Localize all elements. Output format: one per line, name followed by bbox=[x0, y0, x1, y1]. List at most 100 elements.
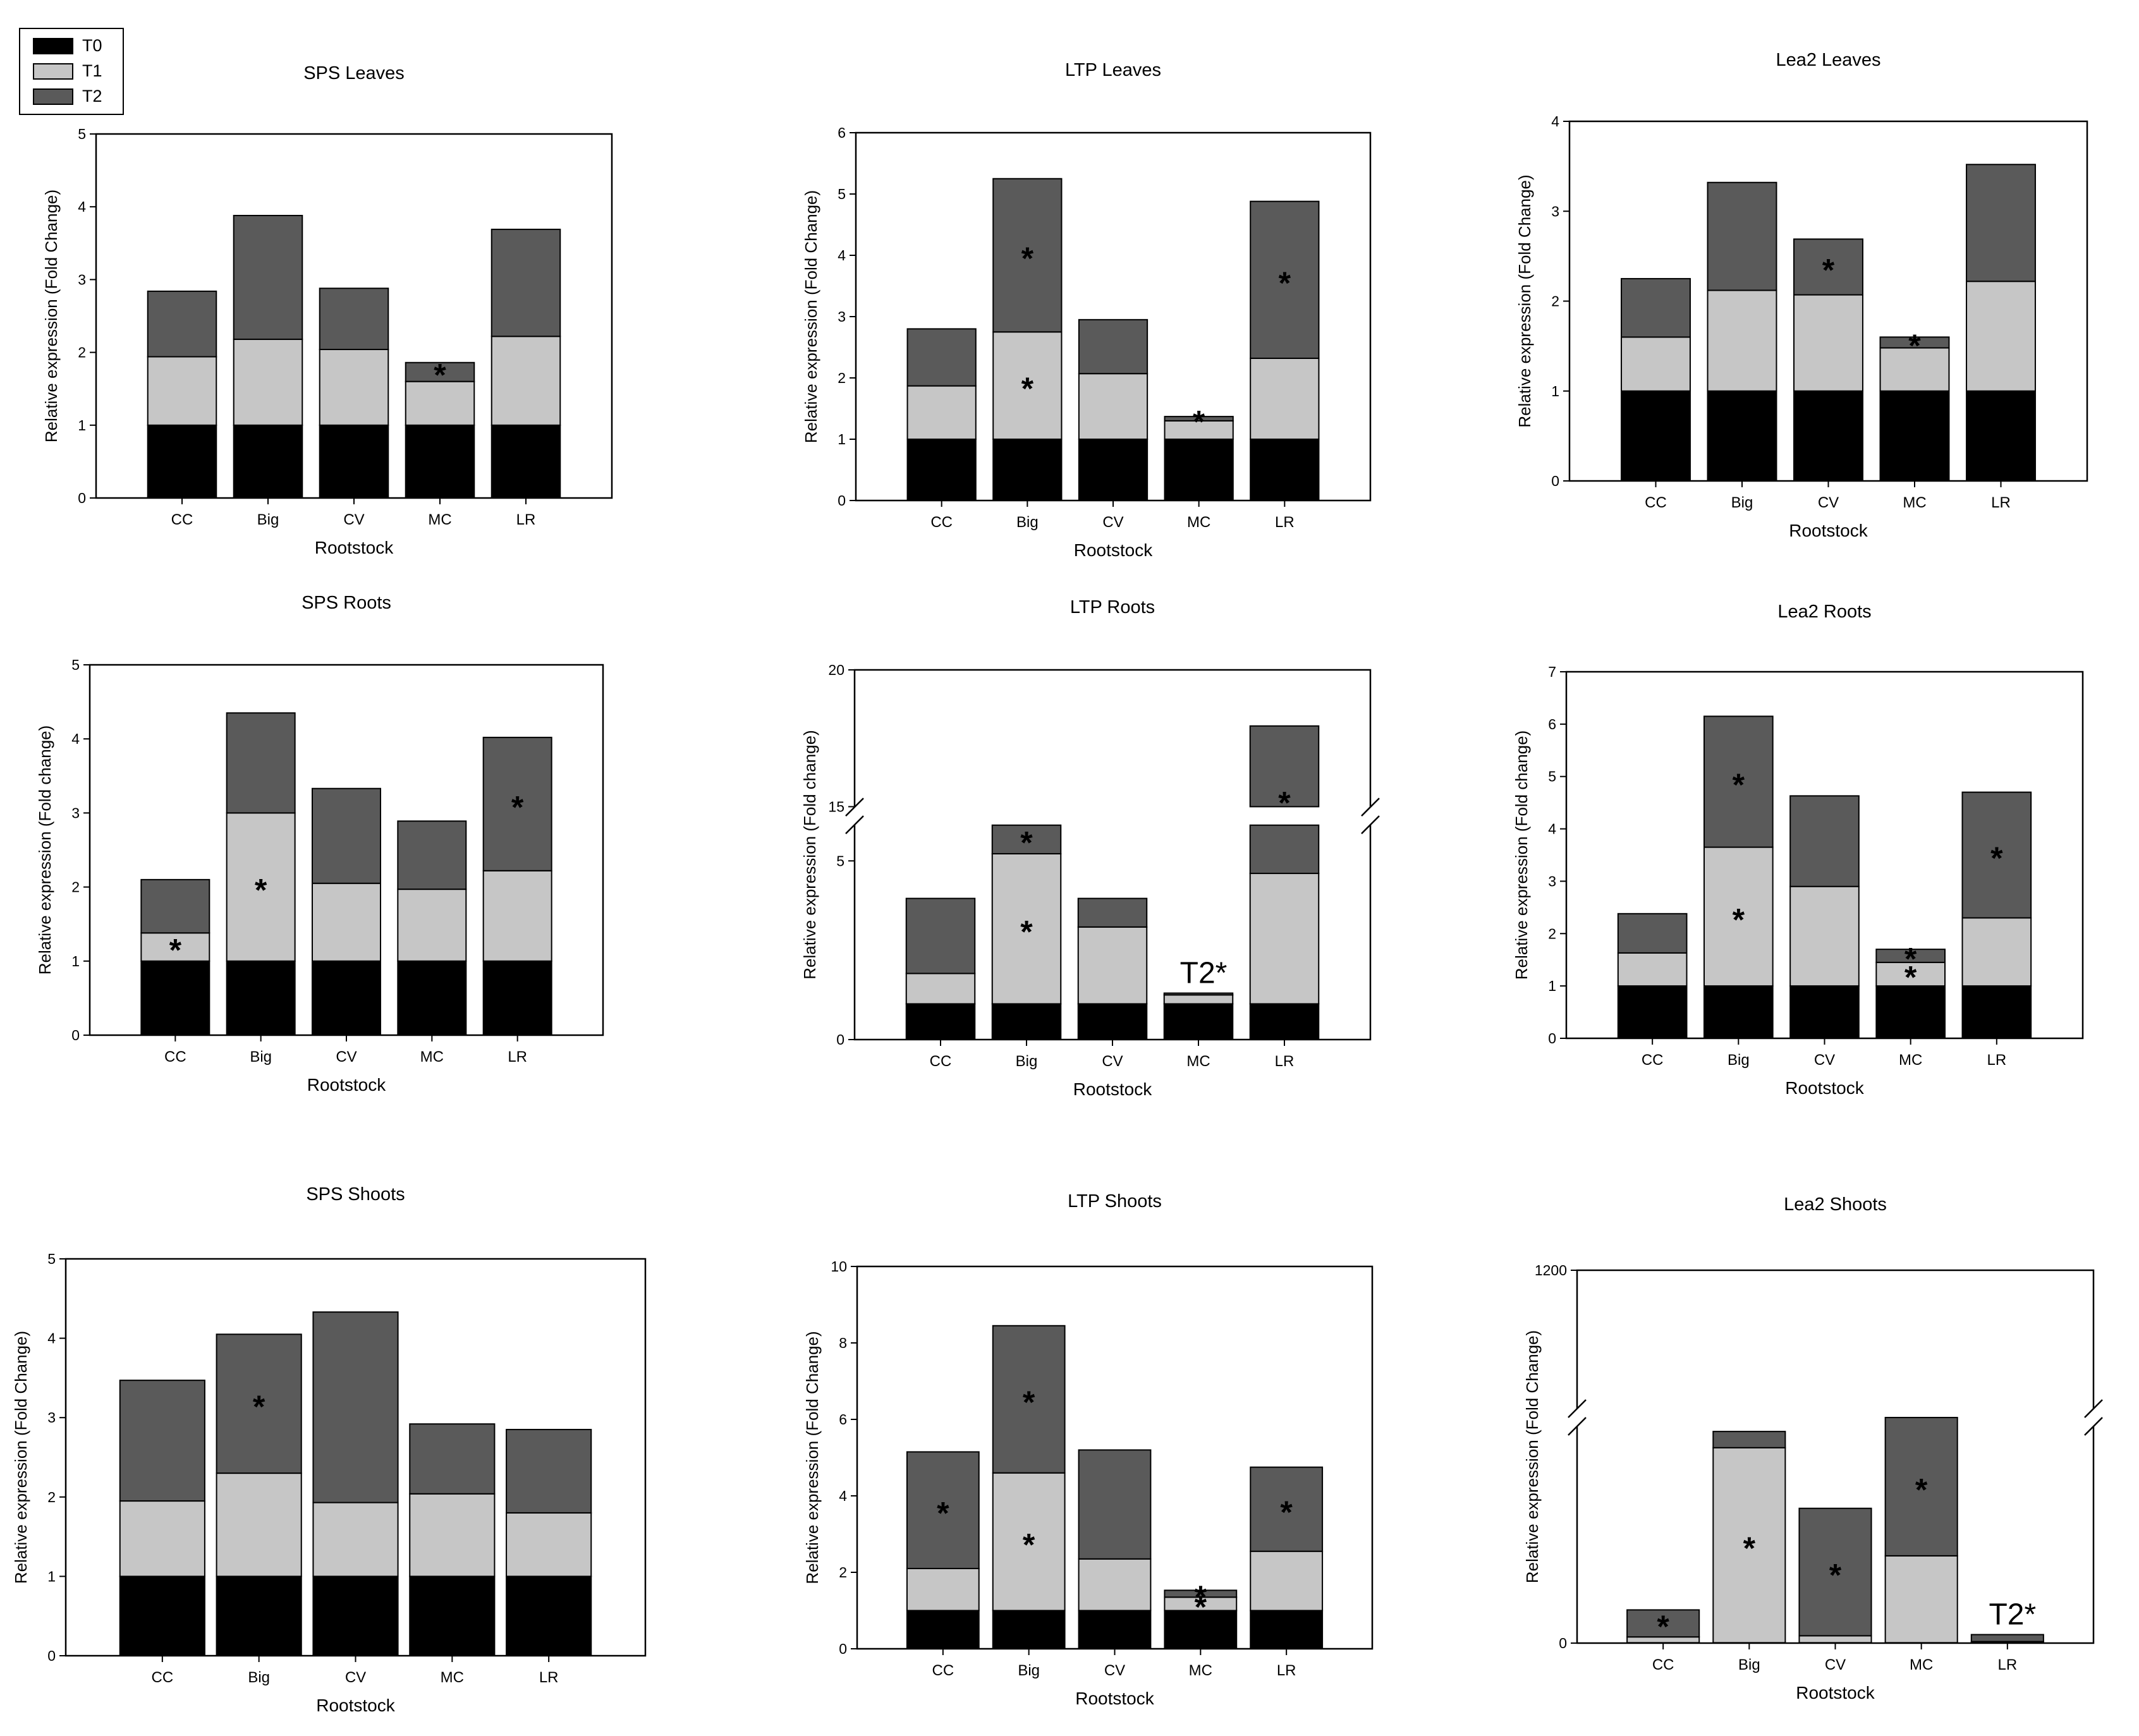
chart-5-bar-lr-t2-upper bbox=[1249, 725, 1320, 808]
chart-1-ytick-label: 1 bbox=[78, 417, 86, 434]
chart-2-bar-cv-t2 bbox=[1078, 319, 1149, 375]
chart-9-significance-mc-t2: * bbox=[1915, 1472, 1928, 1507]
chart-6-xtick-label: Big bbox=[1728, 1052, 1750, 1069]
chart-7-ytick-label: 4 bbox=[47, 1330, 56, 1347]
chart-4-significance-big-t1: * bbox=[255, 873, 267, 908]
chart-1-bar-lr-t2 bbox=[491, 228, 561, 337]
chart-1-bar-lr-t1 bbox=[491, 336, 561, 426]
legend: T0 T1 T2 bbox=[19, 28, 124, 115]
chart-7-bar-lr-t1 bbox=[506, 1512, 592, 1577]
chart-1-ytick-label: 5 bbox=[78, 126, 86, 142]
chart-6-xtick-label: MC bbox=[1899, 1052, 1922, 1069]
chart-2-bar-lr-t2 bbox=[1250, 200, 1320, 359]
chart-6-bar-cv-t1 bbox=[1789, 885, 1860, 987]
chart-2-xtick-label: CV bbox=[1102, 514, 1123, 531]
chart-1-ytick-label: 4 bbox=[78, 198, 86, 215]
chart-4-bar-mc-t2 bbox=[397, 820, 467, 890]
chart-2-bar-cc-t0 bbox=[906, 439, 977, 501]
chart-6-bar-cc-t0 bbox=[1617, 985, 1688, 1039]
chart-6-bar-big-t0 bbox=[1703, 985, 1774, 1039]
chart-2-bar-lr-t1 bbox=[1250, 357, 1320, 440]
chart-9-xtick-label: CV bbox=[1825, 1656, 1846, 1673]
chart-7-ytick-label: 0 bbox=[47, 1648, 56, 1664]
chart-9-bar-lr-t2 bbox=[1970, 1634, 2044, 1642]
chart-5-bar-cc-t2 bbox=[905, 897, 976, 974]
chart-7-xtick-label: Big bbox=[248, 1669, 270, 1686]
chart-1-bar-mc-t0 bbox=[405, 424, 475, 499]
chart-2-ytick-label: 1 bbox=[838, 431, 846, 447]
chart-4-bar-big-t2 bbox=[226, 712, 296, 814]
chart-2-significance-mc-t2: * bbox=[1193, 404, 1205, 440]
chart-2-ytick-label: 4 bbox=[838, 247, 846, 264]
chart-4-bar-big-t0 bbox=[226, 960, 296, 1036]
legend-label-t0: T0 bbox=[82, 36, 102, 55]
chart-7-bar-cv-t2 bbox=[312, 1311, 399, 1503]
chart-5-xlabel: Rootstock bbox=[1073, 1079, 1152, 1099]
chart-2-ytick-label: 5 bbox=[838, 186, 846, 202]
chart-1-ylabel: Relative expression (Fold Change) bbox=[42, 190, 61, 442]
chart-6-bar-cv-t0 bbox=[1789, 985, 1860, 1039]
chart-2-ytick-label: 2 bbox=[838, 370, 846, 386]
chart-3-bar-cc-t0 bbox=[1621, 390, 1691, 482]
chart-1-bar-cc-t2 bbox=[147, 290, 217, 358]
chart-2-bar-cc-t1 bbox=[906, 385, 977, 440]
chart-5-bar-big-t1 bbox=[991, 853, 1062, 1005]
chart-8-xlabel: Rootstock bbox=[1075, 1689, 1154, 1708]
chart-4-xtick-label: CV bbox=[336, 1048, 356, 1065]
chart-3-significance-mc-t2: * bbox=[1908, 328, 1921, 363]
chart-3-xtick-label: CC bbox=[1645, 494, 1667, 511]
chart-1-xtick-label: Big bbox=[257, 511, 279, 528]
chart-6-bar-cv-t2 bbox=[1789, 795, 1860, 887]
chart-4-xtick-label: MC bbox=[420, 1048, 444, 1065]
chart-2-xlabel: Rootstock bbox=[1074, 540, 1153, 560]
chart-6-xtick-label: CV bbox=[1814, 1052, 1835, 1069]
chart-4-bar-lr-t2 bbox=[482, 736, 552, 871]
chart-5-axis-break-mark bbox=[845, 815, 864, 834]
chart-8-title: LTP Shoots bbox=[1068, 1191, 1162, 1211]
chart-1-xtick-label: CV bbox=[343, 511, 364, 528]
chart-6-bar-lr-t0 bbox=[1961, 985, 2032, 1039]
chart-1-xtick-label: CC bbox=[171, 511, 193, 528]
chart-6-ytick-label: 6 bbox=[1548, 716, 1556, 732]
chart-9-bar-mc-t2 bbox=[1884, 1417, 1958, 1557]
chart-9-axis-break-mark bbox=[1568, 1399, 1587, 1418]
chart-9-bar-cc-t2 bbox=[1626, 1609, 1700, 1638]
chart-6-ytick-label: 0 bbox=[1548, 1030, 1556, 1047]
chart-8-bar-lr-t1 bbox=[1250, 1550, 1324, 1612]
chart-5-ytick-label: 15 bbox=[828, 798, 844, 815]
chart-6-significance-big-t2: * bbox=[1733, 767, 1745, 803]
chart-4-bar-cc-t0 bbox=[140, 960, 210, 1036]
chart-7-ytick-label: 5 bbox=[47, 1251, 56, 1267]
chart-8-significance-lr-t2: * bbox=[1280, 1495, 1293, 1530]
chart-5-ytick-label: 0 bbox=[836, 1031, 844, 1048]
chart-3-bar-cc-t2 bbox=[1621, 277, 1691, 338]
chart-3-bar-mc-t0 bbox=[1879, 390, 1950, 482]
chart-9-significance-cv-t2: * bbox=[1829, 1558, 1842, 1593]
chart-9-axis-break-mark bbox=[2084, 1417, 2103, 1436]
chart-4-bar-cc-t1 bbox=[140, 932, 210, 962]
chart-8-ylabel: Relative expression (Fold Change) bbox=[803, 1331, 822, 1584]
chart-3-ytick-label: 4 bbox=[1551, 113, 1559, 130]
chart-2-bar-mc-t1 bbox=[1164, 420, 1234, 440]
chart-4-bar-lr-t0 bbox=[482, 960, 552, 1036]
chart-7-significance-big-t2: * bbox=[253, 1389, 265, 1424]
chart-8-bar-big-t1 bbox=[992, 1472, 1066, 1612]
chart-1-xtick-label: MC bbox=[428, 511, 451, 528]
chart-2-bar-cv-t0 bbox=[1078, 439, 1149, 501]
chart-8-significance-big-t1: * bbox=[1023, 1527, 1035, 1563]
chart-6-bar-lr-t1 bbox=[1961, 917, 2032, 987]
chart-4-title: SPS Roots bbox=[302, 593, 391, 613]
chart-8-xtick-label: CC bbox=[932, 1662, 954, 1679]
chart-1-bar-mc-t2 bbox=[405, 361, 475, 382]
chart-8-significance-mc-t1: * bbox=[1195, 1589, 1207, 1625]
chart-9-xtick-label: LR bbox=[1997, 1656, 2017, 1673]
chart-2-significance-big-t1: * bbox=[1021, 371, 1034, 406]
chart-1-bar-cv-t2 bbox=[319, 288, 389, 350]
chart-2-bar-big-t2 bbox=[992, 178, 1063, 333]
chart-2-bar-mc-t2 bbox=[1164, 416, 1234, 422]
chart-4-significance-cc-t1: * bbox=[169, 933, 182, 968]
chart-4-xlabel: Rootstock bbox=[307, 1075, 386, 1095]
chart-6-xtick-label: LR bbox=[1987, 1052, 2006, 1069]
chart-9-significance-label-lr: T2* bbox=[1989, 1598, 2036, 1632]
chart-3-ylabel: Relative expression (Fold Change) bbox=[1515, 174, 1534, 427]
